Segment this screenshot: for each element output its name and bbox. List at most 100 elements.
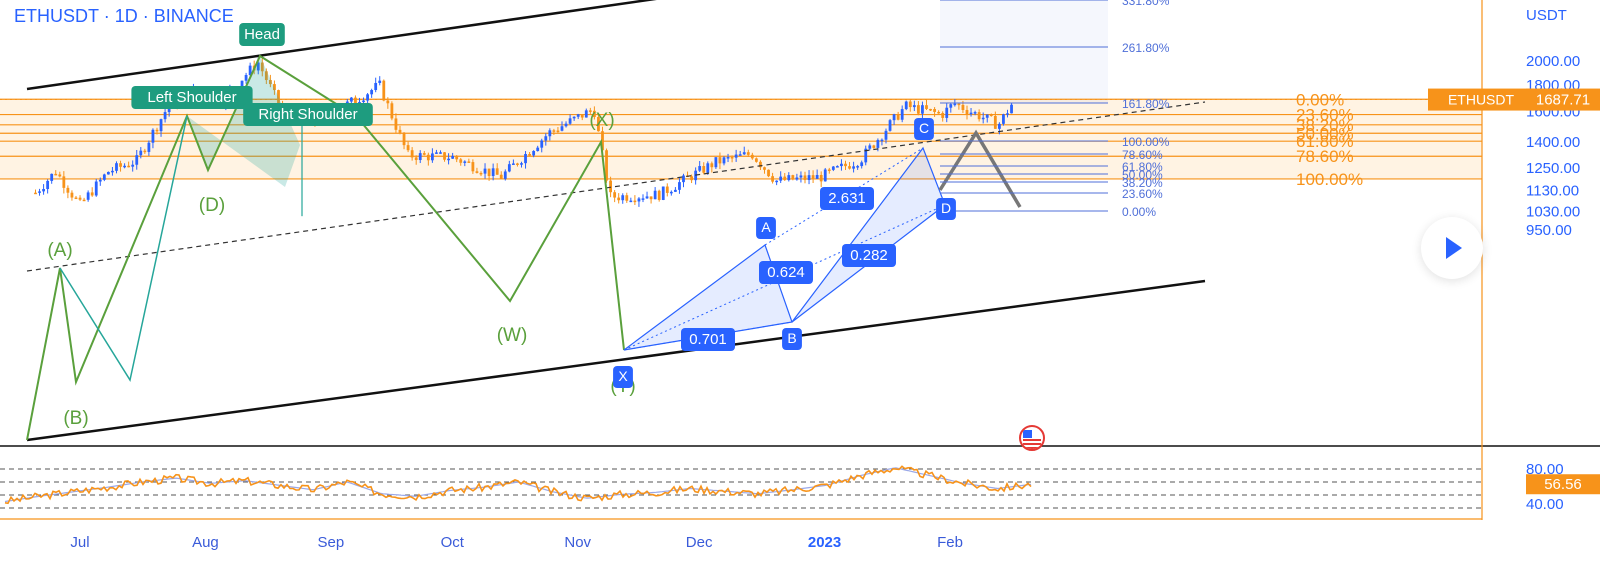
symbol-label[interactable]: ETHUSDT <box>14 6 99 26</box>
candle-body <box>455 155 459 160</box>
interval-label[interactable]: 1D <box>114 6 138 26</box>
candle-body <box>933 109 936 112</box>
candle-body <box>503 171 507 179</box>
candle-body <box>398 129 402 133</box>
harmonic-point-label: C <box>919 120 929 136</box>
candle-body <box>929 108 932 111</box>
candle-body <box>771 176 774 182</box>
candle-body <box>738 154 742 156</box>
candle-body <box>38 191 41 193</box>
play-button[interactable] <box>1421 217 1483 279</box>
candle-body <box>678 182 681 190</box>
ext-fib-label: 161.80% <box>1122 97 1170 111</box>
candle-body <box>511 163 515 165</box>
candle-body <box>147 142 151 152</box>
candle-body <box>961 104 965 110</box>
candle-body <box>402 132 406 146</box>
candle-body <box>617 197 621 201</box>
header-separator: · <box>103 6 110 26</box>
candle-body <box>374 82 378 91</box>
candle-body <box>637 198 641 202</box>
candle-body <box>763 167 766 170</box>
candle-body <box>831 166 835 170</box>
candle-body <box>46 180 50 190</box>
current-price-tag <box>1526 88 1600 111</box>
candle-body <box>868 145 872 149</box>
candle-body <box>244 75 248 81</box>
candle-body <box>649 196 653 200</box>
candle-body <box>362 100 365 103</box>
candle-body <box>799 175 803 178</box>
candle-body <box>997 123 1001 129</box>
harmonic-ratio-label-bg <box>681 328 735 351</box>
candle-body <box>135 155 139 165</box>
candle-body <box>657 190 661 200</box>
candle-body <box>74 197 78 200</box>
head-label: Head <box>244 26 280 43</box>
channel-mid-line <box>26 101 1206 272</box>
harmonic-ratio-label-bg <box>820 187 874 210</box>
candle-body <box>572 116 576 119</box>
harmonic-point-label: D <box>941 200 951 216</box>
candle-body <box>119 163 122 167</box>
harmonic-ratio-label: 2.631 <box>828 190 866 207</box>
harmonic-point-label-bg <box>782 328 802 350</box>
time-axis-tick: Dec <box>686 534 713 551</box>
candle-body <box>358 102 361 104</box>
candle-body <box>706 163 710 173</box>
head-label-bg <box>239 23 285 46</box>
ext-fib-zone <box>940 0 1108 103</box>
time-axis-tick: Jul <box>70 534 89 551</box>
candle-body <box>953 103 957 106</box>
candle-body <box>475 171 479 173</box>
candle-body <box>1006 113 1009 115</box>
candle-body <box>426 154 430 161</box>
candle-body <box>78 197 82 200</box>
candle-body <box>698 166 702 171</box>
price-axis-tick: 1030.00 <box>1526 204 1580 221</box>
ext-fib-label: 261.80% <box>1122 41 1170 55</box>
candle-body <box>641 198 645 200</box>
candle-body <box>422 153 426 155</box>
harmonic-point-label-bg <box>914 118 934 140</box>
candle-body <box>540 140 544 148</box>
left-shoulder-label: Left Shoulder <box>147 89 236 106</box>
candle-body <box>673 189 677 192</box>
candle-body <box>520 163 523 165</box>
candle-body <box>277 90 280 105</box>
exchange-label: BINANCE <box>153 6 234 26</box>
candle-body <box>499 174 503 179</box>
candle-body <box>823 169 827 182</box>
time-axis-tick: Nov <box>564 534 591 551</box>
candle-body <box>127 165 131 168</box>
harmonic-point-label-bg <box>936 198 956 220</box>
candle-body <box>248 65 252 76</box>
candle-body <box>273 84 276 91</box>
candle-body <box>1002 114 1005 124</box>
candle-body <box>532 151 536 156</box>
candle-body <box>414 157 418 161</box>
candle-body <box>613 192 617 198</box>
candle-body <box>406 145 410 151</box>
candle-body <box>625 195 629 201</box>
candle-body <box>123 165 126 168</box>
ext-fib-label: 50.00% <box>1122 168 1163 182</box>
play-icon <box>1446 237 1462 259</box>
fib-level-label: 50.00% <box>1296 124 1354 143</box>
candle-body <box>819 174 823 182</box>
candle-body <box>981 117 985 120</box>
us-flag-event-icon[interactable] <box>1019 425 1045 451</box>
candle-body <box>985 114 989 118</box>
candle-body <box>892 114 896 121</box>
candle-body <box>378 80 382 83</box>
candle-body <box>880 139 884 142</box>
candle-body <box>463 161 467 163</box>
candle-body <box>268 80 272 85</box>
candle-body <box>722 157 726 164</box>
candle-body <box>588 110 592 112</box>
candle-body <box>977 112 981 120</box>
candle-body <box>912 105 916 108</box>
candle-body <box>354 97 357 104</box>
candle-body <box>925 105 928 109</box>
rsi-pane: 80.00 40.00 56.56 <box>0 461 1600 513</box>
